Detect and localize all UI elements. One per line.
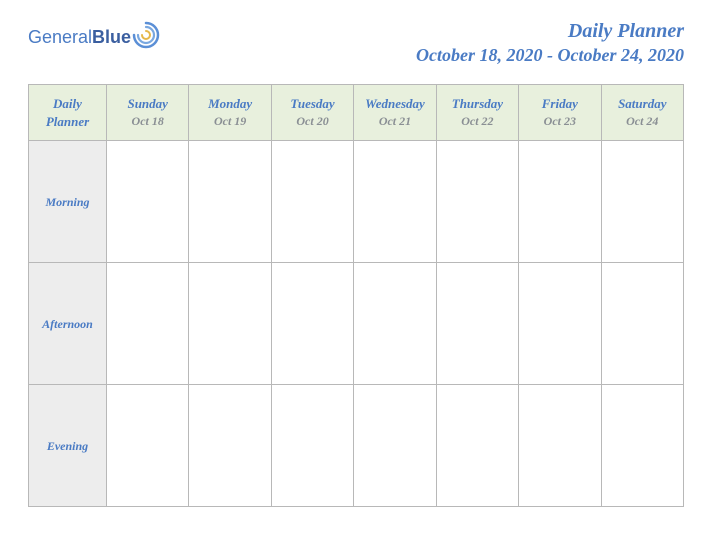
planner-cell[interactable] [519,141,601,263]
day-date: Oct 18 [107,114,188,129]
corner-line2: Planner [29,113,106,131]
planner-cell[interactable] [436,141,518,263]
planner-cell[interactable] [107,385,189,507]
planner-cell[interactable] [601,385,683,507]
planner-cell[interactable] [189,141,271,263]
day-name: Monday [189,96,270,112]
planner-cell[interactable] [271,263,353,385]
logo: GeneralBlue [28,20,161,55]
day-date: Oct 21 [354,114,435,129]
corner-line1: Daily [29,95,106,113]
page-title: Daily Planner [416,20,684,43]
planner-cell[interactable] [436,263,518,385]
planner-cell[interactable] [107,141,189,263]
header-row: GeneralBlue Daily Planner October 18, 20… [28,20,684,66]
row-morning: Morning [29,141,684,263]
day-date: Oct 22 [437,114,518,129]
day-header-friday: Friday Oct 23 [519,85,601,141]
row-afternoon: Afternoon [29,263,684,385]
day-name: Tuesday [272,96,353,112]
planner-cell[interactable] [354,263,436,385]
planner-cell[interactable] [601,141,683,263]
day-name: Friday [519,96,600,112]
period-label-evening: Evening [29,385,107,507]
planner-cell[interactable] [519,385,601,507]
planner-cell[interactable] [354,141,436,263]
corner-cell: Daily Planner [29,85,107,141]
period-label-morning: Morning [29,141,107,263]
planner-cell[interactable] [271,141,353,263]
swirl-icon [131,20,161,55]
logo-text-blue: Blue [92,27,131,47]
day-date: Oct 20 [272,114,353,129]
day-name: Thursday [437,96,518,112]
planner-cell[interactable] [519,263,601,385]
header-row: Daily Planner Sunday Oct 18 Monday Oct 1… [29,85,684,141]
logo-text-general: General [28,27,92,47]
day-date: Oct 24 [602,114,683,129]
planner-cell[interactable] [107,263,189,385]
row-evening: Evening [29,385,684,507]
day-date: Oct 23 [519,114,600,129]
day-header-tuesday: Tuesday Oct 20 [271,85,353,141]
planner-table: Daily Planner Sunday Oct 18 Monday Oct 1… [28,84,684,507]
day-name: Saturday [602,96,683,112]
planner-cell[interactable] [271,385,353,507]
day-header-monday: Monday Oct 19 [189,85,271,141]
period-label-afternoon: Afternoon [29,263,107,385]
day-header-sunday: Sunday Oct 18 [107,85,189,141]
planner-cell[interactable] [189,385,271,507]
title-block: Daily Planner October 18, 2020 - October… [416,20,684,66]
date-range: October 18, 2020 - October 24, 2020 [416,45,684,66]
day-date: Oct 19 [189,114,270,129]
period-text: Evening [47,439,88,453]
period-text: Morning [45,195,89,209]
planner-cell[interactable] [436,385,518,507]
day-name: Sunday [107,96,188,112]
day-header-saturday: Saturday Oct 24 [601,85,683,141]
day-name: Wednesday [354,96,435,112]
planner-cell[interactable] [354,385,436,507]
planner-cell[interactable] [189,263,271,385]
day-header-thursday: Thursday Oct 22 [436,85,518,141]
day-header-wednesday: Wednesday Oct 21 [354,85,436,141]
period-text: Afternoon [42,317,93,331]
planner-cell[interactable] [601,263,683,385]
